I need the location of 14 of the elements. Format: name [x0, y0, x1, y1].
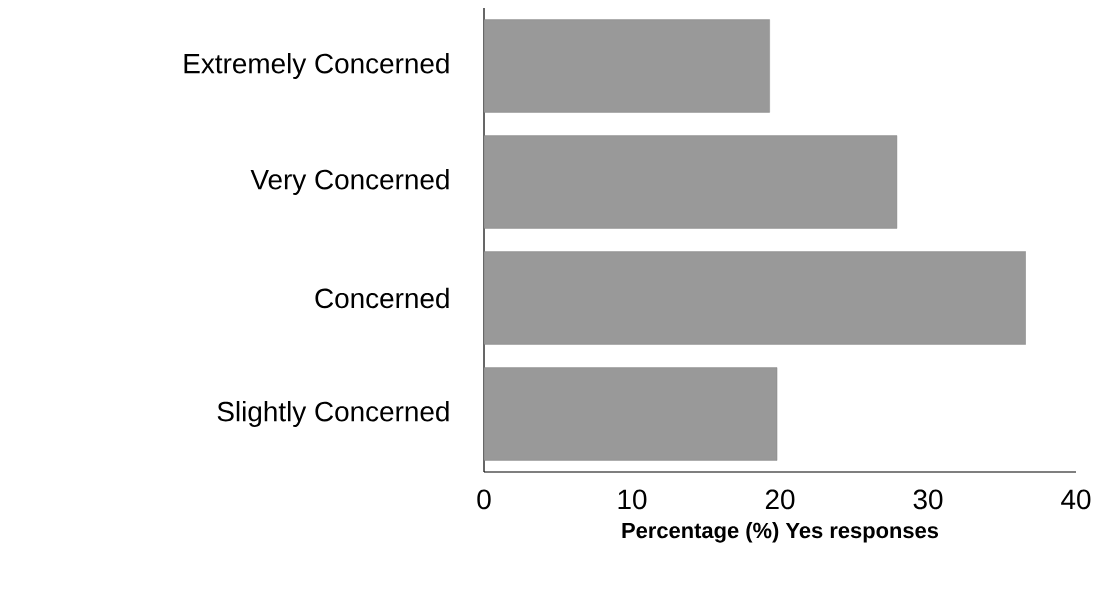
- x-tick-label: 0: [477, 489, 491, 510]
- y-tick-label: Very Concerned: [250, 169, 449, 195]
- bar: [484, 19, 770, 113]
- bar: [484, 367, 778, 461]
- bar: [484, 135, 898, 229]
- y-tick-label: Extremely Concerned: [184, 53, 449, 79]
- y-tick-label: Slightly Concerned: [217, 401, 449, 427]
- x-tick-label: 10: [618, 489, 647, 510]
- x-tick-label: 40: [1061, 489, 1091, 510]
- bar: [484, 251, 1026, 345]
- y-tick-label: Concerned: [315, 287, 449, 309]
- x-axis-title: Percentage (%) Yes responses: [622, 522, 939, 543]
- x-tick-label: 30: [913, 489, 943, 510]
- x-tick-label: 20: [765, 489, 795, 510]
